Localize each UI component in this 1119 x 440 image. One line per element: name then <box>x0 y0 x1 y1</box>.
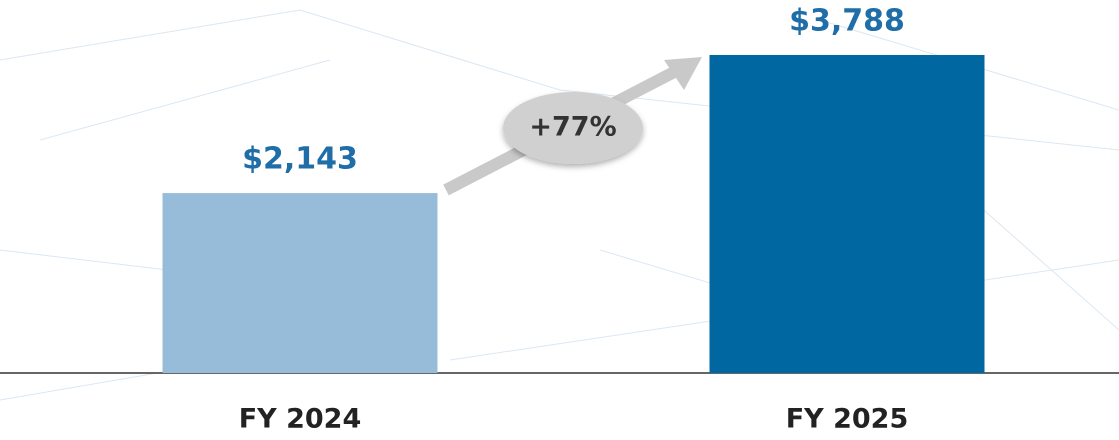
value-label: $2,143 <box>242 142 358 177</box>
bar <box>162 193 438 373</box>
growth-label: +77% <box>529 112 616 143</box>
x-tick-label: FY 2025 <box>786 404 909 435</box>
growth-arrow: +77% <box>443 57 702 196</box>
bar <box>709 55 985 373</box>
value-label: $3,788 <box>789 4 905 39</box>
x-tick-label: FY 2024 <box>239 404 362 435</box>
